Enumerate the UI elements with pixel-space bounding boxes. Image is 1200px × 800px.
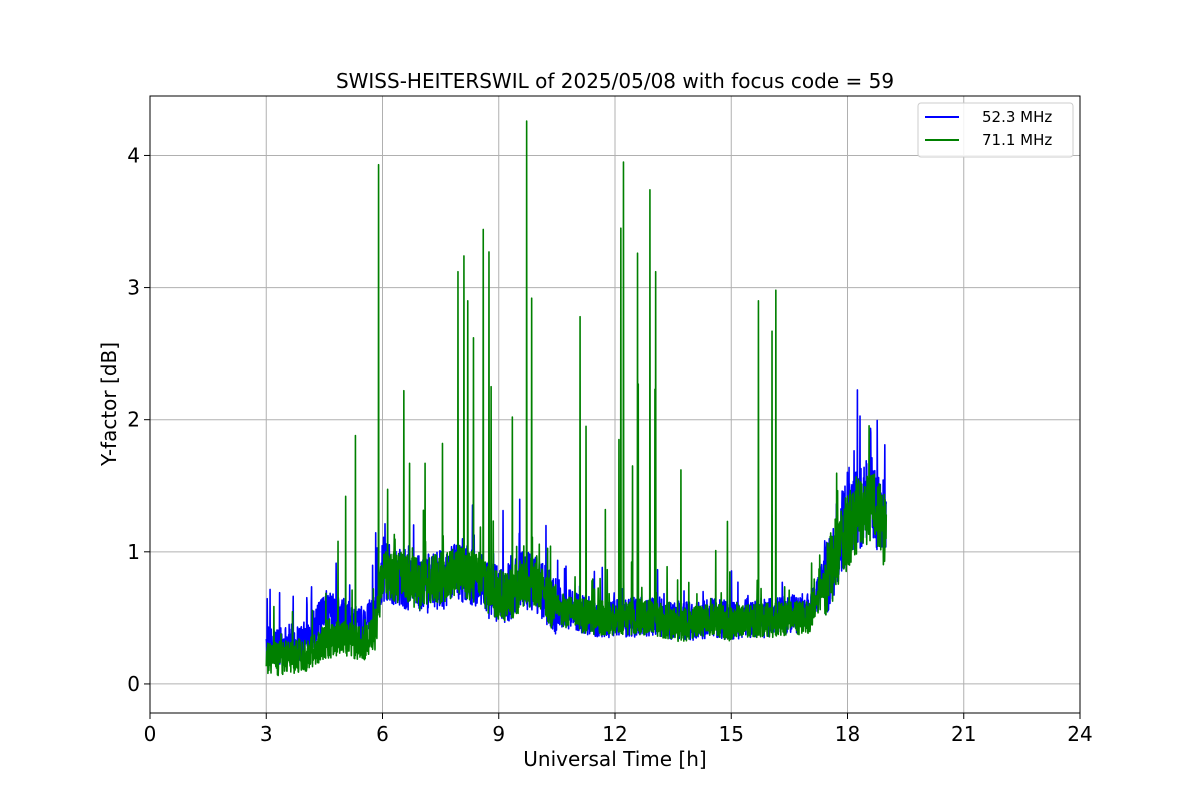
x-tick-label: 3 <box>260 722 273 746</box>
x-tick-label: 0 <box>144 722 157 746</box>
x-axis-ticks: 0 3 6 9 12 15 18 21 24 <box>144 713 1093 746</box>
series-line-71mhz <box>265 120 888 677</box>
y-axis-ticks: 0 1 2 3 4 <box>127 143 150 696</box>
y-tick-label: 1 <box>127 540 140 564</box>
x-tick-label: 24 <box>1067 722 1092 746</box>
legend: 52.3 MHz 71.1 MHz <box>917 102 1074 158</box>
legend-label-52mhz: 52.3 MHz <box>982 108 1052 126</box>
series-layer <box>265 120 888 677</box>
x-tick-label: 12 <box>602 722 627 746</box>
legend-label-71mhz: 71.1 MHz <box>982 131 1052 149</box>
x-tick-label: 6 <box>376 722 389 746</box>
x-tick-label: 15 <box>719 722 744 746</box>
x-axis-label: Universal Time [h] <box>523 747 706 771</box>
y-tick-label: 2 <box>127 408 140 432</box>
chart-title: SWISS-HEITERSWIL of 2025/05/08 with focu… <box>336 69 894 93</box>
x-tick-label: 21 <box>951 722 976 746</box>
y-axis-label: Y-factor [dB] <box>97 342 121 467</box>
y-tick-label: 0 <box>127 672 140 696</box>
y-tick-label: 3 <box>127 276 140 300</box>
y-tick-label: 4 <box>127 143 140 167</box>
x-tick-label: 9 <box>492 722 505 746</box>
x-tick-label: 18 <box>835 722 860 746</box>
